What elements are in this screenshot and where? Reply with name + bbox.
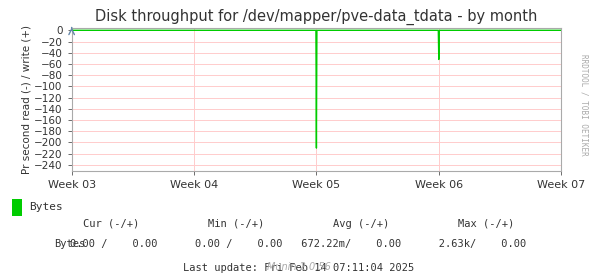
Text: Bytes: Bytes (29, 202, 63, 212)
Bar (12, 199, 22, 216)
Text: Cur (-/+)           Min (-/+)           Avg (-/+)           Max (-/+): Cur (-/+) Min (-/+) Avg (-/+) Max (-/+) (83, 219, 514, 229)
Text: Bytes: Bytes (54, 239, 85, 249)
Y-axis label: Pr second read (-) / write (+): Pr second read (-) / write (+) (21, 24, 31, 174)
Text: Munin 2.0.56: Munin 2.0.56 (267, 262, 330, 272)
Text: Last update: Fri Feb 14 07:11:04 2025: Last update: Fri Feb 14 07:11:04 2025 (183, 263, 414, 273)
Title: Disk throughput for /dev/mapper/pve-data_tdata - by month: Disk throughput for /dev/mapper/pve-data… (96, 9, 537, 25)
Text: RRDTOOL / TOBI OETIKER: RRDTOOL / TOBI OETIKER (579, 54, 588, 155)
Text: 0.00 /    0.00      0.00 /    0.00   672.22m/    0.00      2.63k/    0.00: 0.00 / 0.00 0.00 / 0.00 672.22m/ 0.00 2.… (70, 239, 527, 249)
